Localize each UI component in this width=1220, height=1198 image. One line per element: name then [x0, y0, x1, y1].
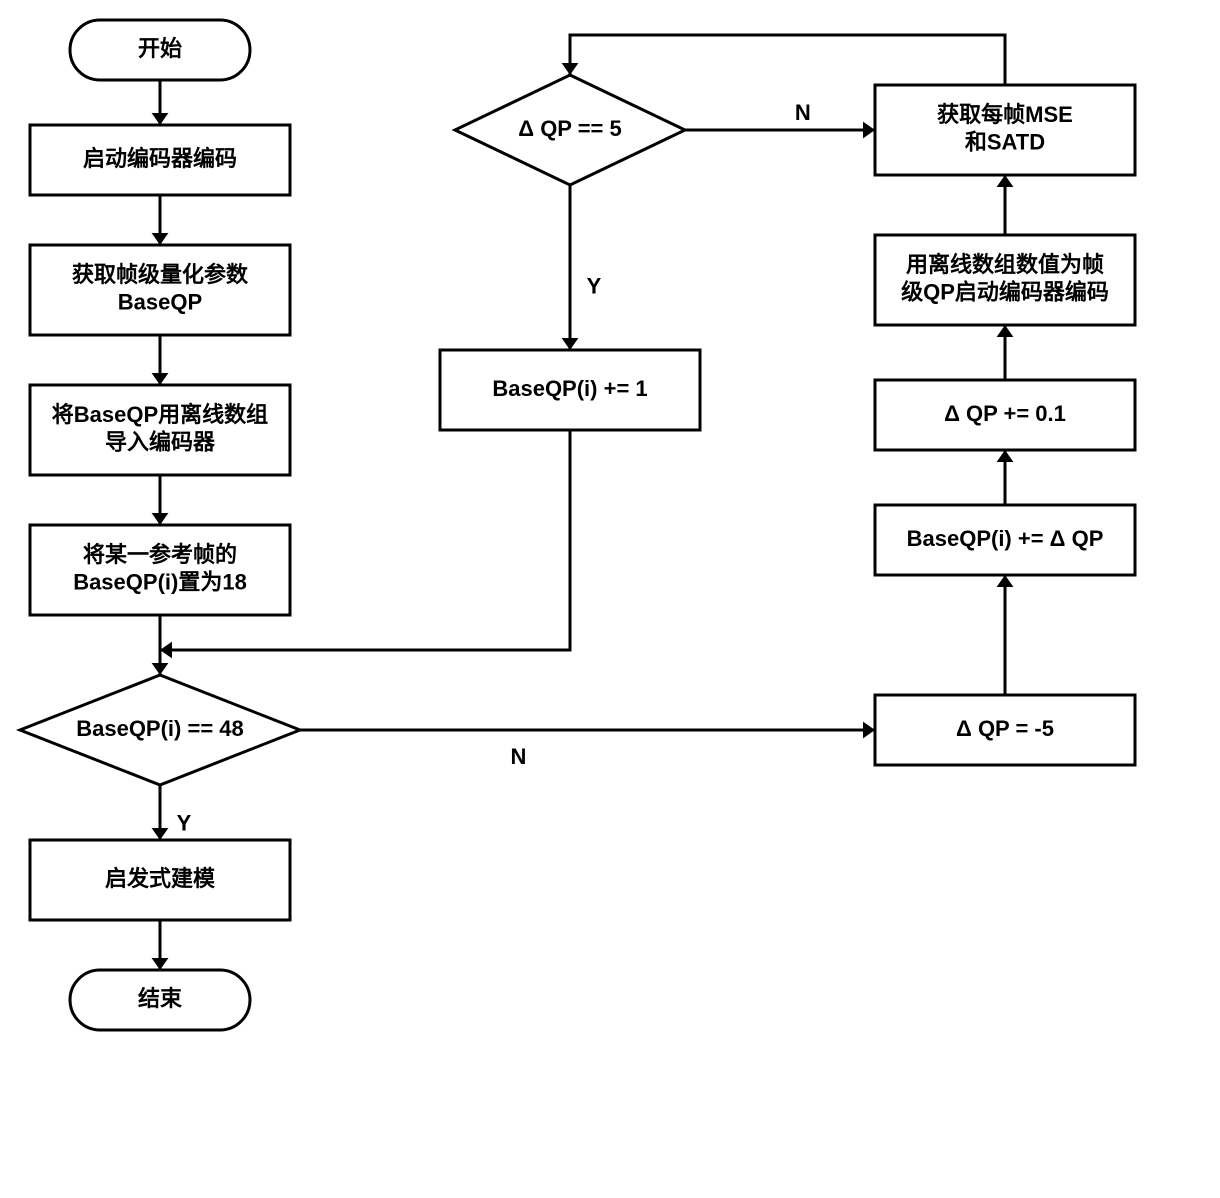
arrowhead	[997, 175, 1014, 187]
label-n7-0: 获取每帧MSE	[937, 102, 1073, 127]
label-n1-0: 启动编码器编码	[83, 146, 237, 171]
label-n3-1: 导入编码器	[105, 430, 216, 455]
edge-label-d1-n5: Y	[177, 810, 192, 835]
arrowhead	[152, 663, 169, 675]
arrowhead	[152, 513, 169, 525]
custom-edge	[570, 35, 1005, 85]
arrowhead	[152, 828, 169, 840]
arrowhead	[863, 722, 875, 739]
arrowhead	[562, 63, 579, 75]
arrowhead	[152, 233, 169, 245]
arrowhead	[997, 450, 1014, 462]
label-n2-0: 获取帧级量化参数	[72, 262, 249, 287]
label-n9-0: Δ QP += 0.1	[944, 401, 1066, 426]
label-n10-0: BaseQP(i) += Δ QP	[907, 526, 1104, 551]
label-n8-0: 用离线数组数值为帧	[906, 252, 1104, 277]
arrowhead	[152, 958, 169, 970]
arrowhead	[997, 575, 1014, 587]
label-end-0: 结束	[138, 986, 183, 1011]
arrowhead	[152, 373, 169, 385]
label-n7-1: 和SATD	[965, 130, 1045, 155]
label-start-0: 开始	[138, 36, 182, 61]
label-n4-1: BaseQP(i)置为18	[73, 570, 247, 595]
arrowhead	[160, 642, 172, 659]
arrowhead	[152, 113, 169, 125]
label-n4-0: 将某一参考帧的	[83, 542, 237, 567]
arrowhead	[562, 338, 579, 350]
label-n3-0: 将BaseQP用离线数组	[52, 402, 268, 427]
arrowhead	[863, 122, 875, 139]
label-n11-0: Δ QP = -5	[956, 716, 1054, 741]
edge-label-d1-n11: N	[511, 744, 527, 769]
arrowhead	[997, 325, 1014, 337]
label-n2-1: BaseQP	[118, 290, 202, 315]
label-d1-0: BaseQP(i) == 48	[76, 716, 244, 741]
edge-label-d2-n7: N	[795, 100, 811, 125]
label-n6-0: BaseQP(i) += 1	[492, 376, 647, 401]
edge-label-d2-n6: Y	[587, 273, 602, 298]
label-n8-1: 级QP启动编码器编码	[901, 280, 1109, 305]
label-d2-0: Δ QP == 5	[518, 116, 621, 141]
label-n5-0: 启发式建模	[105, 866, 216, 891]
